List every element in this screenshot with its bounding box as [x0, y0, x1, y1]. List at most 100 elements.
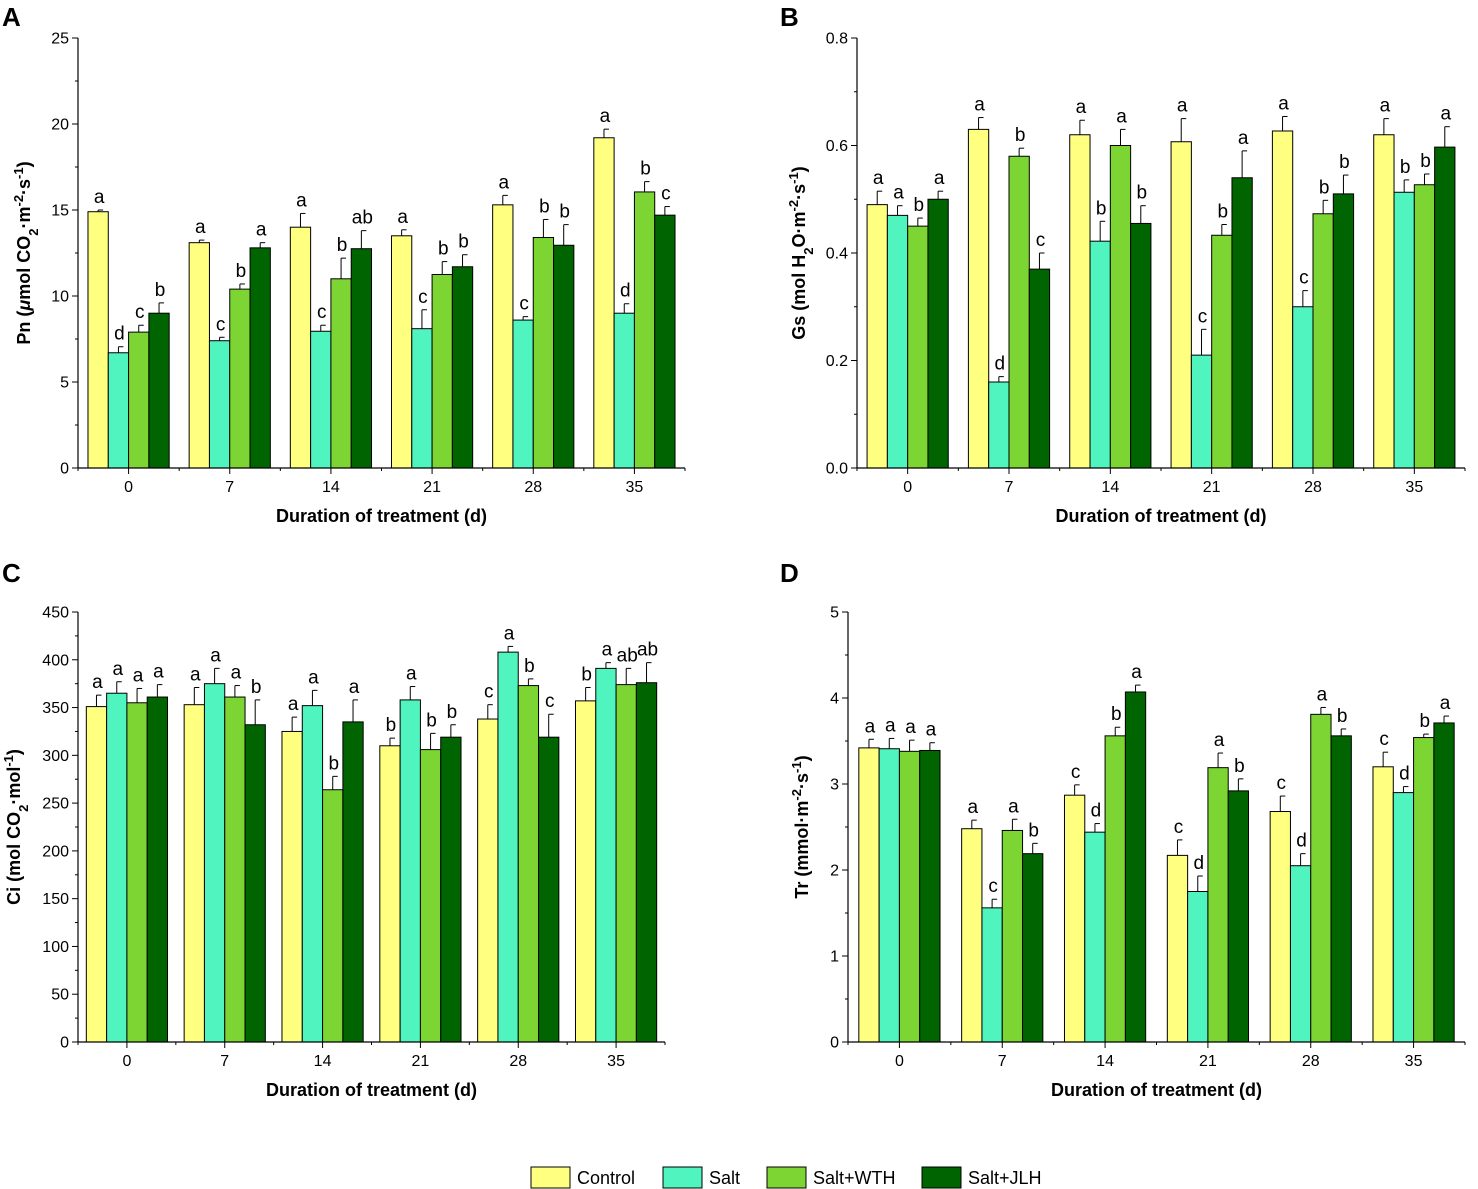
label-part: ): [789, 166, 809, 172]
bar: [431, 274, 453, 469]
subscript: 2: [801, 247, 816, 254]
y-tick-label: 50: [51, 987, 69, 1004]
bar: [350, 248, 373, 469]
significance-letter: c: [135, 302, 145, 323]
bar: [927, 198, 949, 469]
bar: [477, 718, 499, 1043]
significance-letter: c: [484, 682, 494, 703]
significance-letter: c: [1277, 773, 1287, 794]
bar: [988, 381, 1010, 469]
significance-letter: c: [545, 691, 555, 712]
significance-letter: b: [1218, 202, 1229, 223]
significance-letter: a: [308, 667, 319, 688]
significance-letter: b: [539, 196, 550, 217]
y-tick-label: 0: [60, 461, 69, 478]
bar: [613, 312, 635, 469]
bar: [342, 721, 364, 1043]
bar: [208, 340, 231, 469]
superscript: -1: [786, 172, 801, 184]
y-tick-label: 0.8: [826, 31, 848, 48]
bar: [1289, 865, 1312, 1043]
legend-label: Salt+JLH: [968, 1168, 1042, 1188]
bar: [1124, 691, 1147, 1043]
bar-group: a b b a: [1373, 96, 1456, 469]
significance-letter: a: [1177, 96, 1188, 117]
significance-letter: d: [1193, 853, 1204, 874]
x-tick-label: 21: [423, 479, 441, 496]
significance-letter: c: [661, 184, 671, 205]
bar: [1393, 191, 1415, 469]
significance-letter: b: [438, 239, 449, 260]
x-axis-title: Duration of treatment (d): [276, 506, 487, 526]
y-tick-label: 5: [60, 375, 69, 392]
bar-group: a c bb: [1271, 93, 1355, 469]
significance-letter: a: [499, 172, 510, 193]
y-tick-label: 150: [42, 891, 69, 908]
significance-letter: a: [602, 640, 613, 661]
significance-letter: b: [1015, 125, 1026, 146]
bar: [1008, 155, 1030, 469]
significance-letter: b: [524, 656, 535, 677]
significance-letter: b: [1419, 711, 1430, 732]
bar: [492, 204, 514, 469]
label-part: μ: [14, 300, 34, 312]
bar: [633, 191, 656, 469]
y-tick-label: 0.6: [826, 138, 848, 155]
significance-letter: a: [1131, 662, 1142, 683]
bar: [249, 247, 271, 469]
significance-letter: a: [190, 664, 201, 685]
significance-letter: b: [1319, 177, 1330, 198]
bar: [553, 244, 575, 469]
x-tick-label: 0: [124, 479, 133, 496]
bar: [1413, 737, 1435, 1043]
y-axis-title: Ci (mol CO2·mol-1): [1, 749, 31, 905]
bar-group: cd ba: [1063, 662, 1147, 1043]
bar: [1332, 193, 1355, 469]
significance-letter: a: [974, 95, 985, 116]
significance-letter: ab: [617, 645, 638, 666]
label-part: ·s: [14, 179, 34, 195]
bar: [898, 750, 921, 1043]
bar: [1269, 811, 1291, 1043]
y-tick-label: 1: [830, 949, 839, 966]
x-tick-label: 21: [1199, 1053, 1217, 1070]
y-tick-label: 400: [42, 652, 69, 669]
bar-group: ba ab ab: [574, 640, 658, 1043]
label-part: ·mol: [4, 767, 24, 805]
bar: [1434, 146, 1456, 469]
y-tick-label: 25: [51, 31, 69, 48]
significance-letter: c: [1299, 268, 1309, 289]
bar: [517, 685, 540, 1043]
significance-letter: c: [1174, 817, 1184, 838]
significance-letter: c: [216, 314, 226, 335]
significance-letter: c: [317, 302, 327, 323]
bar: [87, 211, 109, 469]
bar: [1170, 141, 1192, 469]
y-tick-label: 450: [42, 605, 69, 622]
legend-label: Salt: [709, 1168, 740, 1188]
bar: [203, 683, 226, 1043]
x-tick-label: 21: [1203, 479, 1221, 496]
significance-letter: a: [94, 187, 105, 208]
x-tick-label: 28: [524, 479, 542, 496]
bar: [532, 237, 555, 469]
bar: [1372, 766, 1394, 1043]
bar: [107, 352, 130, 469]
bar-group: a dcb: [87, 187, 170, 469]
x-tick-label: 14: [1101, 479, 1119, 496]
significance-letter: a: [231, 663, 242, 684]
bar: [1330, 735, 1352, 1043]
significance-letter: b: [640, 159, 651, 180]
significance-letter: a: [195, 217, 206, 238]
bar: [654, 214, 676, 469]
bar: [1109, 145, 1132, 469]
bar: [419, 749, 442, 1043]
